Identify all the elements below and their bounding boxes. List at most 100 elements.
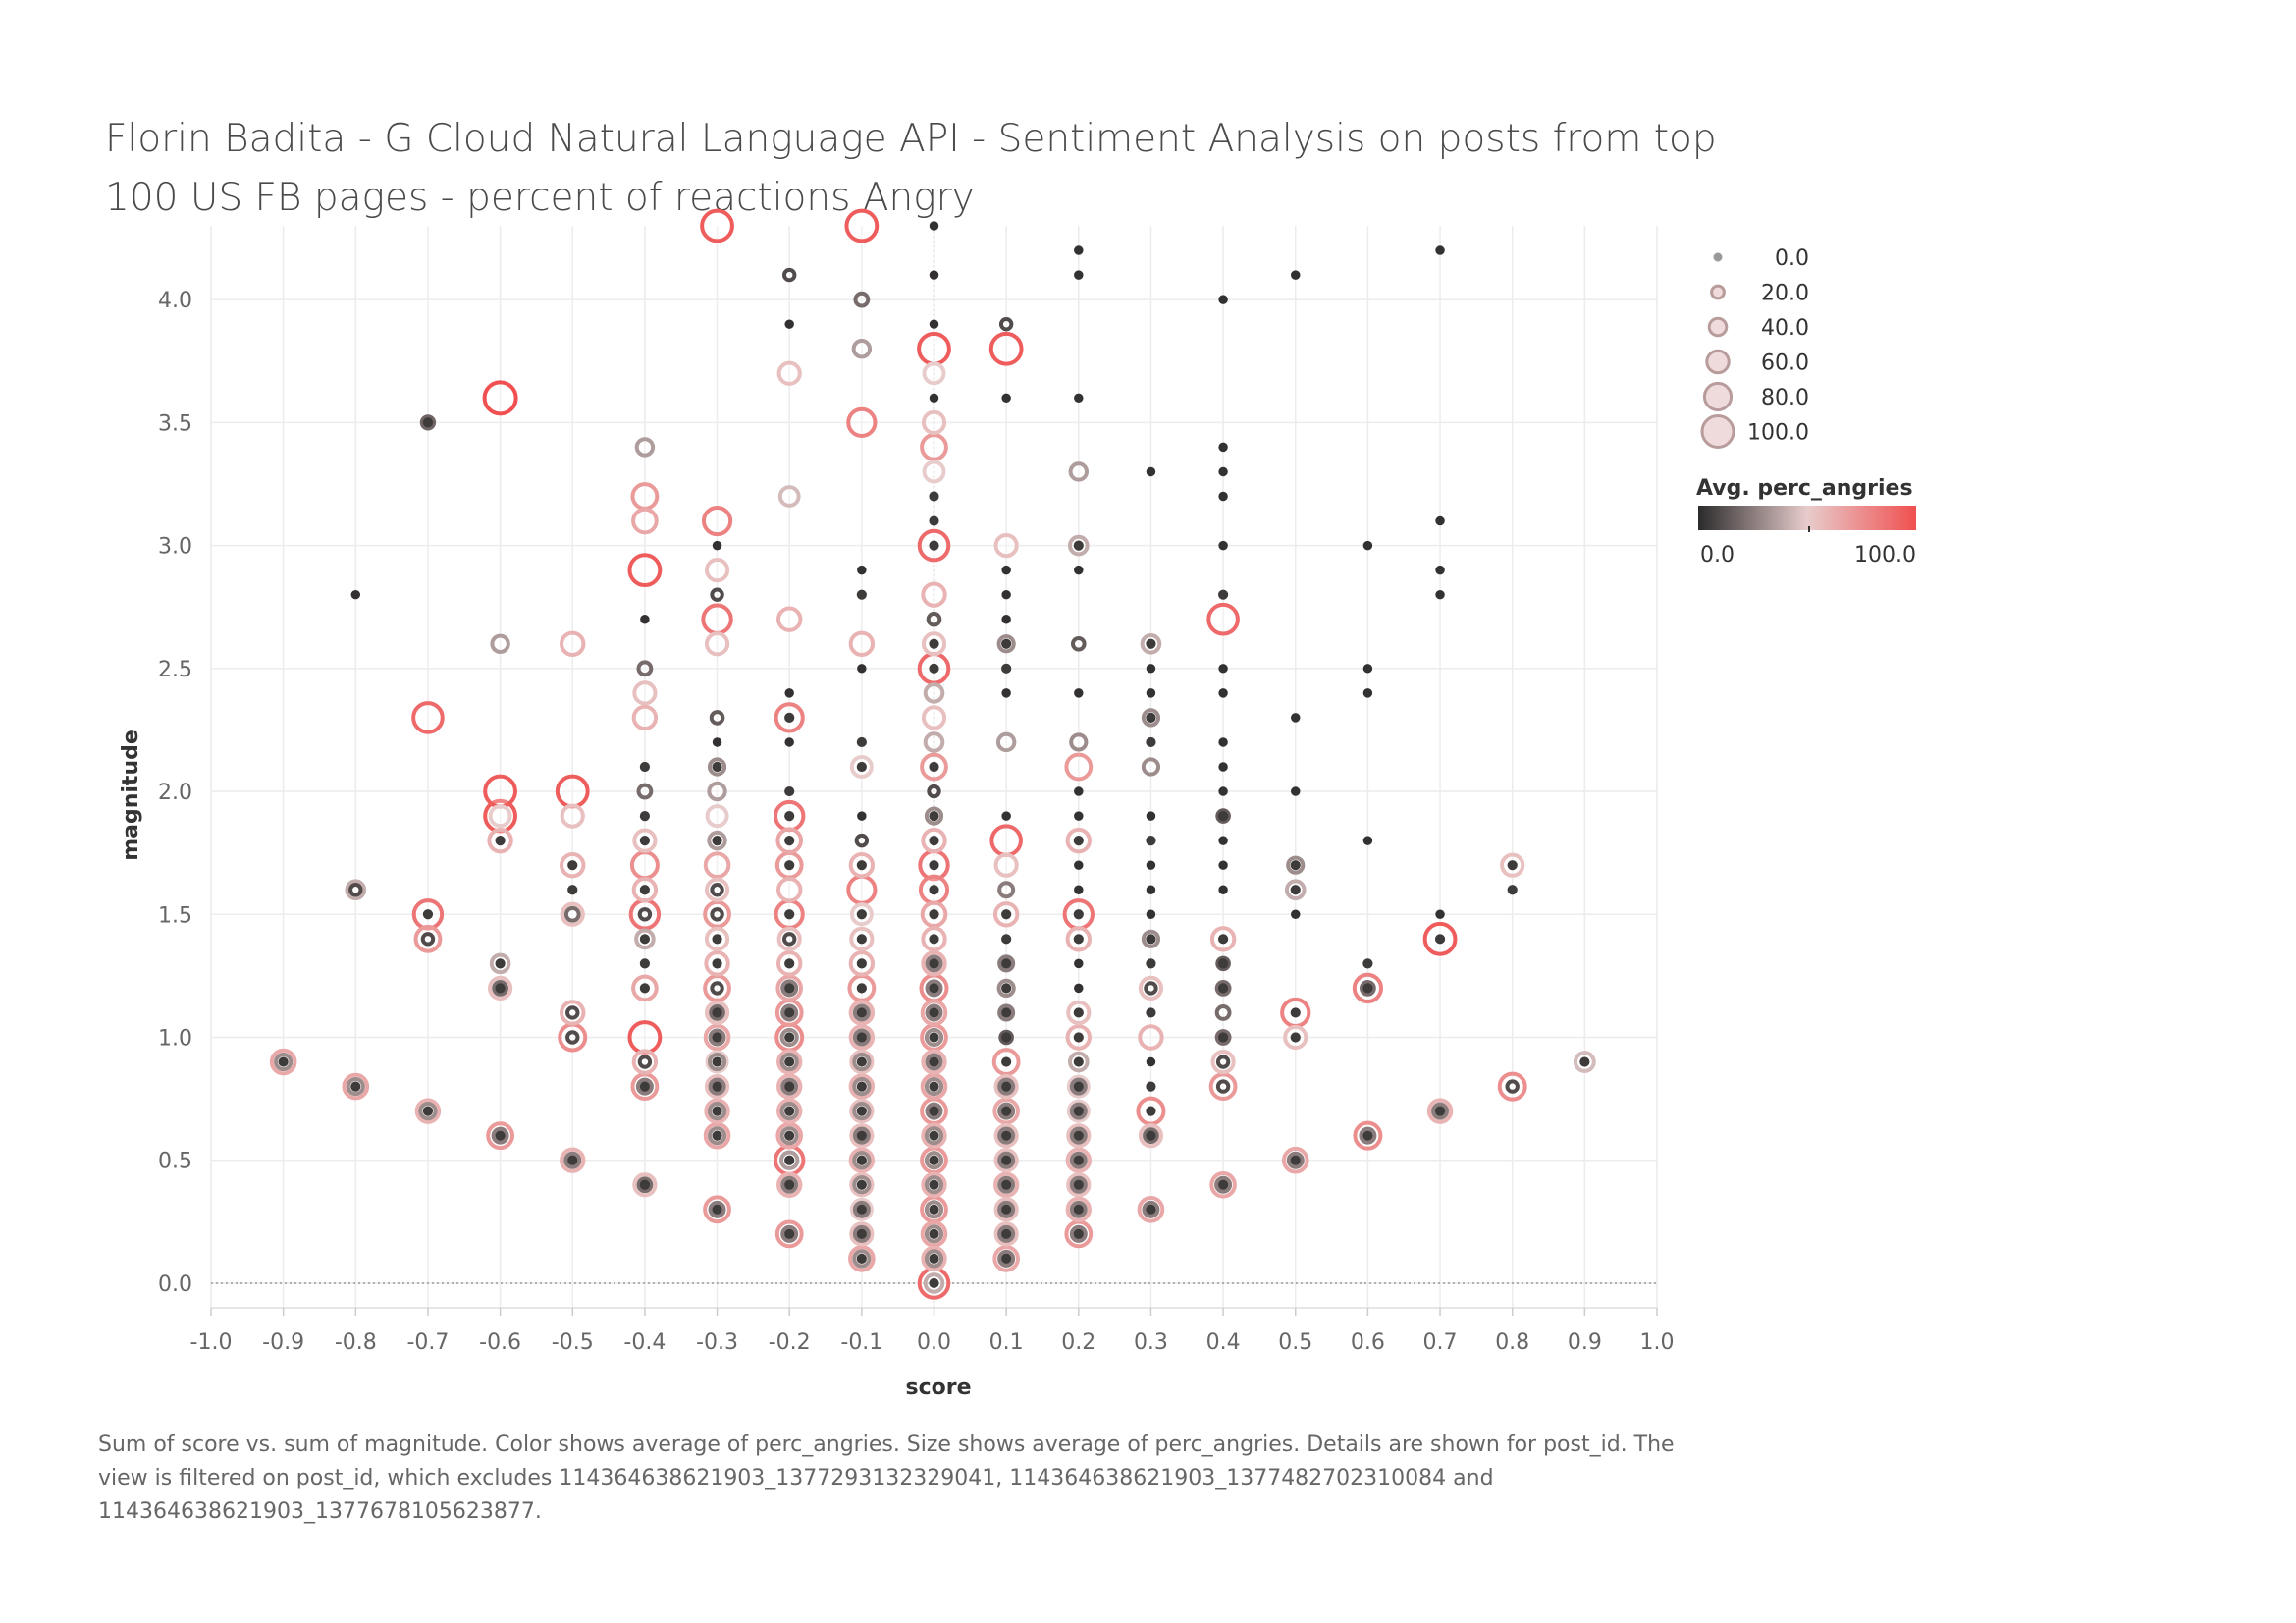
data-point[interactable] (631, 507, 659, 535)
data-point[interactable] (1146, 860, 1156, 870)
data-point[interactable] (703, 851, 731, 879)
data-point[interactable] (784, 712, 795, 724)
data-point[interactable] (1218, 810, 1229, 822)
data-point[interactable] (988, 331, 1024, 366)
data-point[interactable] (1218, 885, 1228, 894)
data-point[interactable] (639, 934, 651, 945)
data-point[interactable] (1218, 786, 1228, 796)
data-point[interactable] (846, 406, 878, 438)
data-point[interactable] (856, 1007, 867, 1018)
data-point[interactable] (1001, 1056, 1012, 1067)
data-point[interactable] (1146, 466, 1156, 477)
data-point[interactable] (705, 804, 729, 829)
data-point[interactable] (922, 460, 946, 484)
data-point[interactable] (929, 1277, 939, 1289)
data-point[interactable] (929, 270, 939, 280)
data-point[interactable] (1001, 1253, 1012, 1265)
data-point[interactable] (1074, 688, 1084, 698)
data-point[interactable] (853, 291, 871, 308)
data-point[interactable] (639, 761, 651, 773)
data-point[interactable] (1146, 1056, 1156, 1067)
data-point[interactable] (1362, 958, 1373, 969)
data-point[interactable] (929, 393, 939, 404)
data-point[interactable] (1073, 1106, 1084, 1116)
data-point[interactable] (929, 860, 939, 871)
data-point[interactable] (1001, 1204, 1012, 1215)
data-point[interactable] (636, 660, 654, 677)
data-point[interactable] (929, 1155, 939, 1165)
data-point[interactable] (784, 860, 795, 871)
data-point[interactable] (784, 1032, 795, 1043)
data-point[interactable] (929, 515, 939, 526)
data-point[interactable] (856, 1253, 867, 1265)
data-point[interactable] (629, 850, 660, 881)
data-point[interactable] (856, 736, 867, 748)
data-point[interactable] (784, 785, 795, 797)
data-point[interactable] (1435, 515, 1445, 526)
data-point[interactable] (1001, 663, 1012, 674)
data-point[interactable] (1074, 860, 1084, 870)
data-point[interactable] (707, 781, 727, 802)
data-point[interactable] (929, 958, 939, 969)
data-point[interactable] (563, 905, 581, 923)
data-point[interactable] (929, 1179, 939, 1190)
data-point[interactable] (856, 761, 867, 773)
data-point[interactable] (1362, 664, 1373, 674)
data-point[interactable] (1507, 885, 1518, 895)
data-point[interactable] (1074, 811, 1084, 821)
data-point[interactable] (929, 810, 939, 822)
data-point[interactable] (710, 883, 724, 897)
data-point[interactable] (784, 1081, 795, 1092)
data-point[interactable] (856, 958, 867, 969)
data-point[interactable] (929, 1032, 939, 1043)
data-point[interactable] (1218, 958, 1229, 969)
data-point[interactable] (782, 267, 797, 283)
data-point[interactable] (1218, 762, 1228, 772)
data-point[interactable] (1146, 836, 1156, 846)
data-point[interactable] (784, 836, 795, 846)
data-point[interactable] (567, 1155, 578, 1165)
data-point[interactable] (710, 587, 724, 602)
data-point[interactable] (1146, 712, 1156, 724)
data-point[interactable] (1218, 860, 1228, 870)
data-point[interactable] (848, 630, 876, 657)
data-point[interactable] (854, 833, 870, 848)
data-point[interactable] (776, 360, 802, 386)
data-point[interactable] (1074, 565, 1084, 575)
data-point[interactable] (639, 983, 651, 994)
data-point[interactable] (1434, 934, 1446, 945)
data-point[interactable] (637, 1055, 653, 1069)
data-point[interactable] (1215, 1079, 1231, 1094)
data-point[interactable] (712, 958, 722, 969)
data-point[interactable] (1362, 688, 1373, 698)
data-point[interactable] (1001, 1130, 1012, 1141)
data-point[interactable] (411, 701, 445, 734)
data-point[interactable] (1073, 1204, 1084, 1215)
data-point[interactable] (712, 1081, 722, 1092)
data-point[interactable] (1435, 589, 1445, 600)
data-point[interactable] (1001, 565, 1011, 575)
data-point[interactable] (565, 1030, 580, 1045)
data-point[interactable] (784, 319, 794, 329)
data-point[interactable] (712, 934, 722, 945)
data-point[interactable] (776, 877, 803, 903)
data-point[interactable] (1362, 836, 1373, 845)
data-point[interactable] (704, 631, 730, 657)
data-point[interactable] (1215, 1055, 1231, 1069)
data-point[interactable] (1073, 1081, 1084, 1092)
data-point[interactable] (1138, 975, 1164, 1001)
data-point[interactable] (1218, 540, 1228, 551)
data-point[interactable] (1290, 885, 1301, 895)
data-point[interactable] (784, 810, 795, 822)
data-point[interactable] (997, 881, 1016, 899)
data-points[interactable] (269, 208, 1596, 1300)
data-point[interactable] (1144, 981, 1158, 996)
data-point[interactable] (1074, 270, 1084, 280)
data-point[interactable] (929, 1081, 939, 1092)
data-point[interactable] (1290, 860, 1301, 871)
data-point[interactable] (923, 682, 945, 704)
data-point[interactable] (1218, 295, 1228, 304)
data-point[interactable] (1146, 1081, 1156, 1092)
data-point[interactable] (856, 1179, 867, 1190)
